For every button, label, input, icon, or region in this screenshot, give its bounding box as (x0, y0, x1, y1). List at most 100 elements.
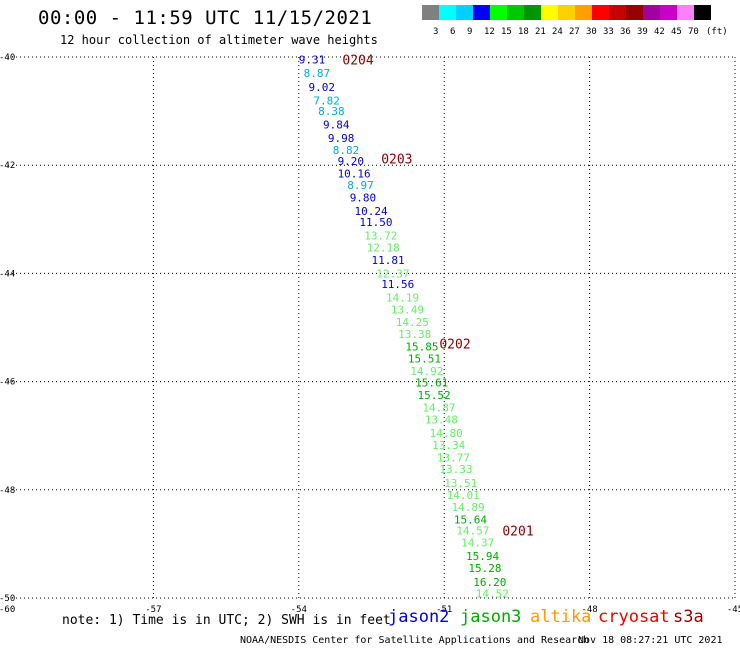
pass-time-label: 0201 (502, 524, 533, 539)
y-tick-label: -40 (0, 53, 15, 63)
y-tick-label: -48 (0, 486, 15, 496)
wave-height-label: 8.97 (347, 179, 374, 192)
legend-tick-label: 12 (484, 27, 495, 37)
wave-height-label: 16.20 (473, 576, 506, 589)
wave-height-label: 14.19 (386, 292, 419, 305)
wave-height-label: 14.52 (476, 588, 509, 601)
pass-time-label: 0203 (381, 153, 412, 168)
satellite-jason2: jason2 (388, 607, 450, 627)
legend-swatch (609, 5, 626, 20)
wave-height-label: 14.57 (456, 524, 489, 537)
wave-height-label: 15.28 (468, 562, 501, 575)
legend-swatch (439, 5, 456, 20)
x-tick-label: -57 (145, 605, 161, 615)
satellite-cryosat: cryosat (598, 607, 670, 627)
legend-tick-label: 6 (450, 27, 456, 37)
wave-height-label: 13.48 (425, 413, 458, 426)
legend-tick-label: 42 (654, 27, 665, 37)
legend-swatch (507, 5, 524, 20)
wave-height-label: 14.92 (410, 365, 443, 378)
wave-height-label: 13.49 (391, 304, 424, 317)
satellite-altika: altika (530, 607, 592, 627)
legend-swatch (677, 5, 694, 20)
wave-height-label: 15.94 (466, 550, 499, 563)
legend-tick-label: (ft) (706, 27, 728, 37)
wave-height-label: 9.20 (338, 155, 365, 168)
legend-swatch (473, 5, 490, 20)
legend-swatch (592, 5, 609, 20)
legend-swatch (524, 5, 541, 20)
x-tick-label: -45 (727, 605, 740, 615)
y-tick-label: -46 (0, 378, 15, 388)
wave-height-label: 13.77 (437, 451, 470, 464)
wave-height-label: 9.02 (308, 81, 335, 94)
wave-height-label: 10.16 (338, 167, 371, 180)
credit-line: NOAA/NESDIS Center for Satellite Applica… (240, 635, 590, 646)
x-tick-label: -54 (291, 605, 307, 615)
legend-tick-label: 70 (688, 27, 699, 37)
wave-height-label: 10.24 (355, 205, 388, 218)
y-tick-label: -50 (0, 594, 15, 604)
wave-height-label: 14.87 (422, 402, 455, 415)
legend-swatch (490, 5, 507, 20)
pass-time-label: 0202 (439, 338, 470, 353)
legend-swatch (575, 5, 592, 20)
wave-height-label: 14.80 (430, 427, 463, 440)
wave-height-label: 13.51 (444, 477, 477, 490)
legend-swatch (694, 5, 711, 20)
wave-height-label: 14.89 (451, 501, 484, 514)
legend-tick-label: 24 (552, 27, 563, 37)
legend-tick-label: 27 (569, 27, 580, 37)
wave-height-label: 8.87 (304, 67, 331, 80)
wave-height-label: 9.31 (299, 54, 326, 67)
legend-tick-label: 36 (620, 27, 631, 37)
x-tick-label: -48 (581, 605, 597, 615)
wave-height-label: 11.50 (359, 216, 392, 229)
wave-height-label: 15.85 (405, 340, 438, 353)
wave-height-label: 13.72 (364, 230, 397, 243)
legend-tick-label: 3 (433, 27, 439, 37)
wave-height-label: 11.81 (372, 254, 405, 267)
wave-height-label: 14.01 (447, 489, 480, 502)
chart-title: 00:00 - 11:59 UTC 11/15/2021 (38, 7, 373, 29)
legend-tick-label: 30 (586, 27, 597, 37)
legend-swatch (660, 5, 677, 20)
wave-height-label: 13.38 (398, 328, 431, 341)
legend-swatch (456, 5, 473, 20)
satellite-s3a: s3a (673, 607, 704, 627)
legend-swatch (643, 5, 660, 20)
y-tick-label: -44 (0, 269, 15, 279)
legend-tick-label: 45 (671, 27, 682, 37)
wave-height-label: 15.61 (415, 377, 448, 390)
generated-timestamp: Nov 18 08:27:21 UTC 2021 (578, 635, 723, 646)
footnote: note: 1) Time is in UTC; 2) SWH is in fe… (62, 613, 391, 628)
legend-tick-label: 33 (603, 27, 614, 37)
wave-height-label: 9.84 (323, 119, 350, 132)
wave-height-label: 9.80 (350, 192, 377, 205)
wave-height-label: 15.52 (418, 389, 451, 402)
wave-height-label: 13.33 (439, 463, 472, 476)
wave-height-label: 9.98 (328, 132, 355, 145)
wave-height-label: 8.82 (333, 144, 360, 157)
wave-height-label: 15.64 (454, 514, 487, 527)
chart-subtitle: 12 hour collection of altimeter wave hei… (60, 33, 378, 47)
legend-tick-label: 39 (637, 27, 648, 37)
legend-tick-label: 21 (535, 27, 546, 37)
legend-tick-label: 9 (467, 27, 473, 37)
wave-height-label: 7.82 (313, 94, 340, 107)
wave-height-label: 12.37 (376, 267, 409, 280)
legend-swatch (422, 5, 439, 20)
wave-height-label: 15.51 (408, 352, 441, 365)
legend-swatch (541, 5, 558, 20)
x-tick-label: -51 (436, 605, 452, 615)
wave-height-label: 14.37 (461, 536, 494, 549)
legend-tick-label: 15 (501, 27, 512, 37)
wave-height-label: 12.18 (367, 241, 400, 254)
wave-height-label: 13.34 (432, 439, 465, 452)
corner-tick-label: -60 (0, 605, 15, 615)
legend-swatch (558, 5, 575, 20)
pass-time-label: 0204 (342, 54, 373, 69)
satellite-jason3: jason3 (460, 607, 522, 627)
legend-tick-label: 18 (518, 27, 529, 37)
